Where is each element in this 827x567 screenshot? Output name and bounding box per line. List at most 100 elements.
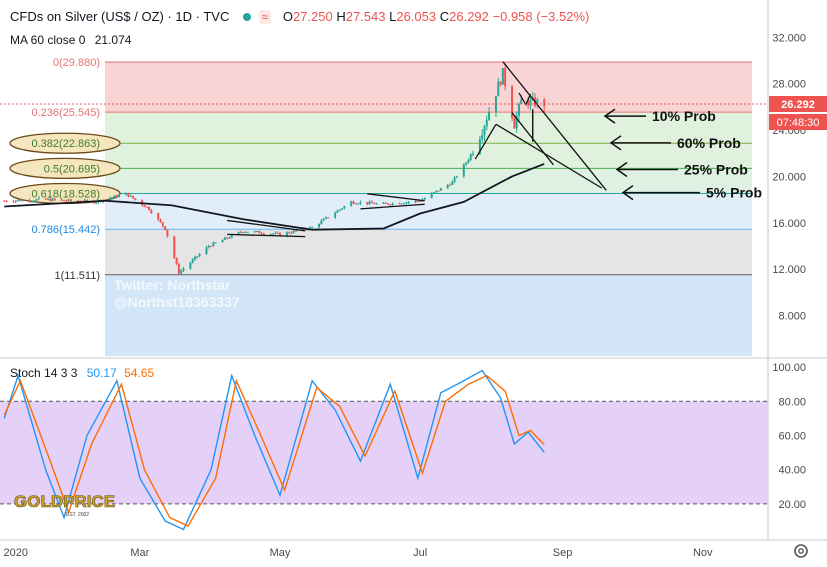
stoch-legend: Stoch 14 3 3 50.17 54.65 [10, 366, 154, 380]
candle-body [449, 184, 452, 186]
ma-label: MA 60 close 0 [10, 33, 86, 47]
candle-body [180, 270, 183, 274]
candle-body [127, 192, 130, 197]
fib-level-label: 1(11.511) [55, 270, 100, 282]
candle-body [86, 200, 89, 202]
candle-body [166, 229, 169, 237]
candle-body [276, 232, 279, 234]
candle-body [159, 219, 162, 223]
fibonacci-retracement: 0(29.880) 0.236(25.545) 0.382(22.863) 0.5(2… [9, 57, 752, 356]
candle-body [301, 228, 304, 231]
candle-body [223, 237, 226, 240]
candle-body [414, 200, 417, 202]
candle-body [118, 195, 121, 198]
fib-level-label: 0.236(25.545) [32, 107, 101, 119]
price-tick: 28.000 [772, 79, 806, 91]
candle-body [389, 204, 392, 206]
fib-level-label: 0.786(15.442) [32, 224, 101, 236]
candle-body [359, 202, 362, 204]
candle-body [499, 82, 502, 85]
candle-body [341, 208, 344, 210]
trend-line [360, 203, 425, 210]
stoch-band [0, 400, 768, 505]
candle-body [285, 232, 288, 236]
candle-body [108, 197, 111, 200]
stoch-k-line [3, 369, 545, 531]
candle-body [292, 230, 295, 233]
candle-body [44, 198, 47, 200]
candle-body [520, 99, 523, 105]
logo-sub: EST. 2002 [66, 512, 89, 518]
stoch-tick: 20.00 [778, 499, 806, 511]
prob-arrow-head [615, 161, 628, 178]
candle-body [143, 205, 146, 207]
candle-body [453, 177, 456, 182]
candle-body [446, 184, 449, 189]
fib-level-label: 0(29.880) [53, 57, 100, 69]
candle-body [432, 192, 435, 194]
candle-body [488, 112, 491, 121]
candle-body [12, 201, 15, 203]
trend-drawings [227, 61, 607, 238]
settings-gear-icon[interactable] [794, 544, 808, 558]
candle-body [536, 99, 539, 106]
candle-body [95, 202, 98, 204]
candle-body [386, 203, 389, 205]
candle-body [5, 200, 8, 202]
candle-body [451, 181, 454, 185]
candle-body [288, 232, 291, 234]
fib-level-label: 0.382(22.863) [32, 138, 101, 150]
last-price-label: 26.292 [781, 99, 815, 111]
trend-line [474, 123, 497, 160]
fib-zone [105, 61, 752, 113]
candle-body [357, 203, 360, 205]
candle-body [462, 164, 465, 177]
logo-text: GOLDPRICE [14, 492, 115, 511]
candle-body [111, 197, 114, 199]
candle-body [19, 199, 22, 202]
candle-body [67, 199, 70, 201]
candle-body [400, 203, 403, 205]
candle-body [113, 195, 116, 198]
stoch-lines [3, 369, 545, 531]
time-tick: Jul [413, 547, 427, 559]
candle-body [150, 209, 153, 214]
candle-body [350, 201, 353, 207]
fib-zone [105, 168, 752, 194]
candle-body [53, 198, 56, 200]
watermark: Twitter: Northstar @Northst18363337 [114, 277, 240, 310]
candle-body [375, 203, 378, 205]
chart-title-row: CFDs on Silver (US$ / OZ) · 1D · TVC ≈ O… [10, 9, 589, 24]
probability-annotations: 10% Prob 60% Prob 25% Prob 5% Prob [532, 108, 762, 201]
last-price-bg [769, 96, 827, 112]
trend-line [227, 233, 306, 238]
candle-body [327, 217, 330, 219]
candle-body [481, 135, 484, 140]
time-tick: Mar [130, 547, 149, 559]
candle-body [212, 242, 215, 247]
price-axis: 32.00028.00024.00020.00016.00012.0008.00… [772, 32, 806, 322]
candle-body [295, 230, 298, 232]
candle-body [515, 115, 518, 129]
fib-zone [105, 229, 752, 275]
candle-body [366, 202, 369, 205]
candle-body [407, 201, 410, 203]
countdown-label: 07:48:30 [777, 117, 820, 129]
stoch-d-value: 54.65 [124, 366, 155, 380]
wave-icon[interactable]: ≈ [258, 10, 272, 24]
candle-body [455, 176, 458, 178]
candle-body [354, 203, 357, 205]
candle-body [28, 200, 31, 202]
candle-body [324, 217, 327, 219]
candle-body [465, 162, 468, 165]
candle-body [134, 198, 137, 200]
candle-body [279, 232, 281, 236]
candle-body [30, 201, 33, 203]
candle-body [527, 99, 530, 106]
fib-label-circle [9, 132, 121, 154]
candle-body [336, 210, 339, 213]
candle-body [469, 153, 472, 160]
candle-body [3, 200, 6, 202]
prob-arrow-head [603, 108, 616, 124]
